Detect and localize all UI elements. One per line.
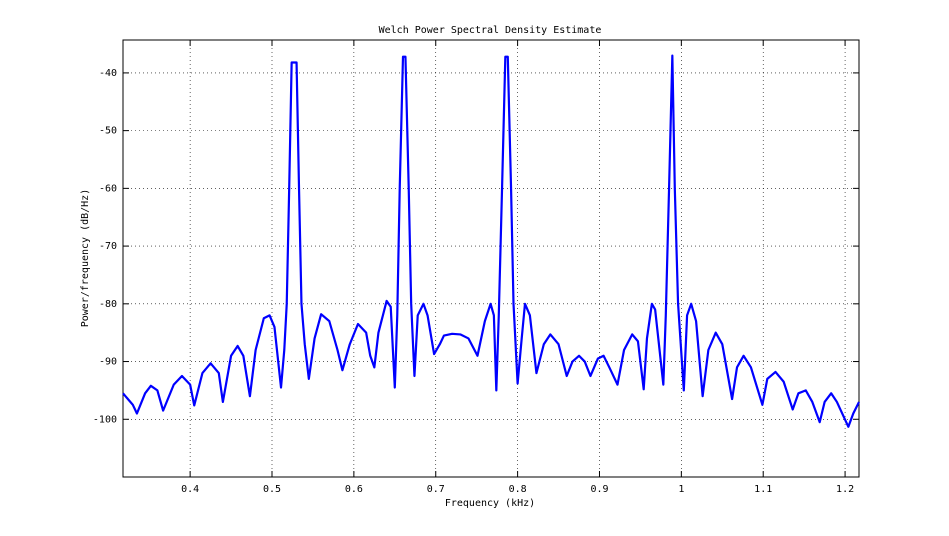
x-tick-label: 0.5 — [263, 484, 281, 495]
y-tick-label: -80 — [99, 299, 117, 310]
y-tick-label: -50 — [99, 126, 117, 137]
x-tick-label: 0.7 — [427, 484, 445, 495]
x-tick-label: 0.8 — [509, 484, 527, 495]
y-tick-label: -40 — [99, 68, 117, 79]
x-tick-label: 1.2 — [836, 484, 854, 495]
plot-frame — [122, 39, 860, 478]
y-tick-label: -100 — [93, 414, 117, 425]
x-tick-label: 0.6 — [345, 484, 363, 495]
y-tick-label: -60 — [99, 183, 117, 194]
x-tick-label: 0.4 — [181, 484, 199, 495]
y-tick-label: -70 — [99, 241, 117, 252]
chart-title: Welch Power Spectral Density Estimate — [379, 25, 602, 36]
x-axis-label: Frequency (kHz) — [445, 498, 535, 509]
series-line — [122, 54, 860, 428]
x-tick-label: 0.9 — [590, 484, 608, 495]
x-tick-label: 1 — [678, 484, 684, 495]
y-axis-label: Power/frequency (dB/Hz) — [80, 189, 91, 327]
y-tick-label: -90 — [99, 357, 117, 368]
x-tick-label: 1.1 — [754, 484, 772, 495]
